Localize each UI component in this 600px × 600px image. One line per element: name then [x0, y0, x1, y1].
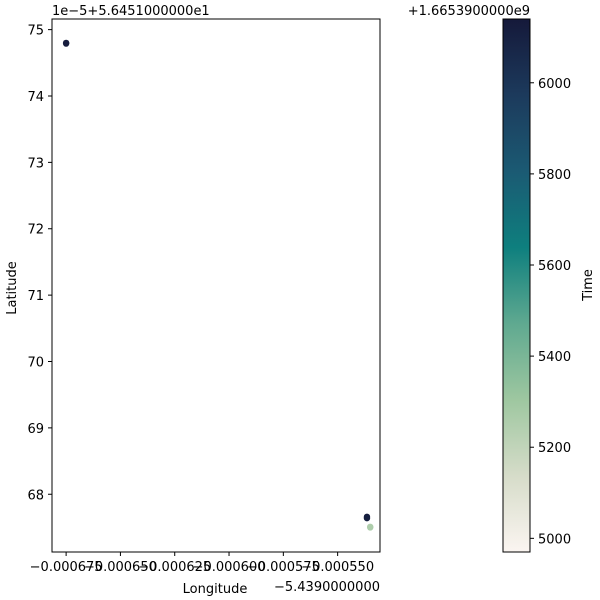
x-tick-label: −0.000675 [30, 560, 103, 575]
y-tick-label: 69 [27, 422, 44, 437]
x-tick-label: −0.000550 [301, 560, 374, 575]
y-tick-label: 68 [27, 488, 44, 503]
y-tick-label: 75 [27, 24, 44, 39]
x-axis-ticks: −0.000675−0.000650−0.000625−0.000600−0.0… [30, 552, 374, 575]
y-tick-label: 70 [27, 356, 44, 371]
x-tick-label: −0.000600 [193, 560, 266, 575]
y-offset-text: 1e−5+5.6451000000e1 [52, 4, 210, 19]
data-point [62, 40, 70, 47]
x-tick-label: −0.000650 [84, 560, 157, 575]
x-tick-label: −0.000575 [247, 560, 320, 575]
colorbar [502, 18, 531, 553]
y-axis-label: Latitude [5, 261, 20, 315]
data-point [363, 514, 371, 522]
x-tick-label: −0.000625 [138, 560, 211, 575]
x-offset-text: −5.4390000000 [274, 580, 380, 595]
colorbar-tick-label: 5000 [538, 532, 571, 547]
colorbar-tick-label: 6000 [538, 77, 571, 92]
colorbar-label: Time [581, 269, 596, 302]
colorbar-tick-label: 5800 [538, 168, 571, 183]
x-axis-label: Longitude [183, 582, 248, 597]
colorbar-ticks: 5000 5200 5400 5600 5800 6000 [530, 77, 571, 547]
scatter-points [62, 39, 374, 531]
colorbar-offset-text: +1.6653900000e9 [408, 4, 530, 19]
data-point [367, 524, 374, 531]
y-tick-label: 73 [27, 156, 44, 171]
plot-area [51, 18, 381, 553]
y-tick-label: 74 [27, 90, 44, 105]
y-tick-label: 72 [27, 223, 44, 238]
y-axis-ticks: 68 69 70 71 72 73 74 75 [27, 24, 52, 503]
y-tick-label: 71 [27, 289, 44, 304]
colorbar-tick-label: 5600 [538, 259, 571, 274]
colorbar-tick-label: 5400 [538, 350, 571, 365]
colorbar-tick-label: 5200 [538, 441, 571, 456]
